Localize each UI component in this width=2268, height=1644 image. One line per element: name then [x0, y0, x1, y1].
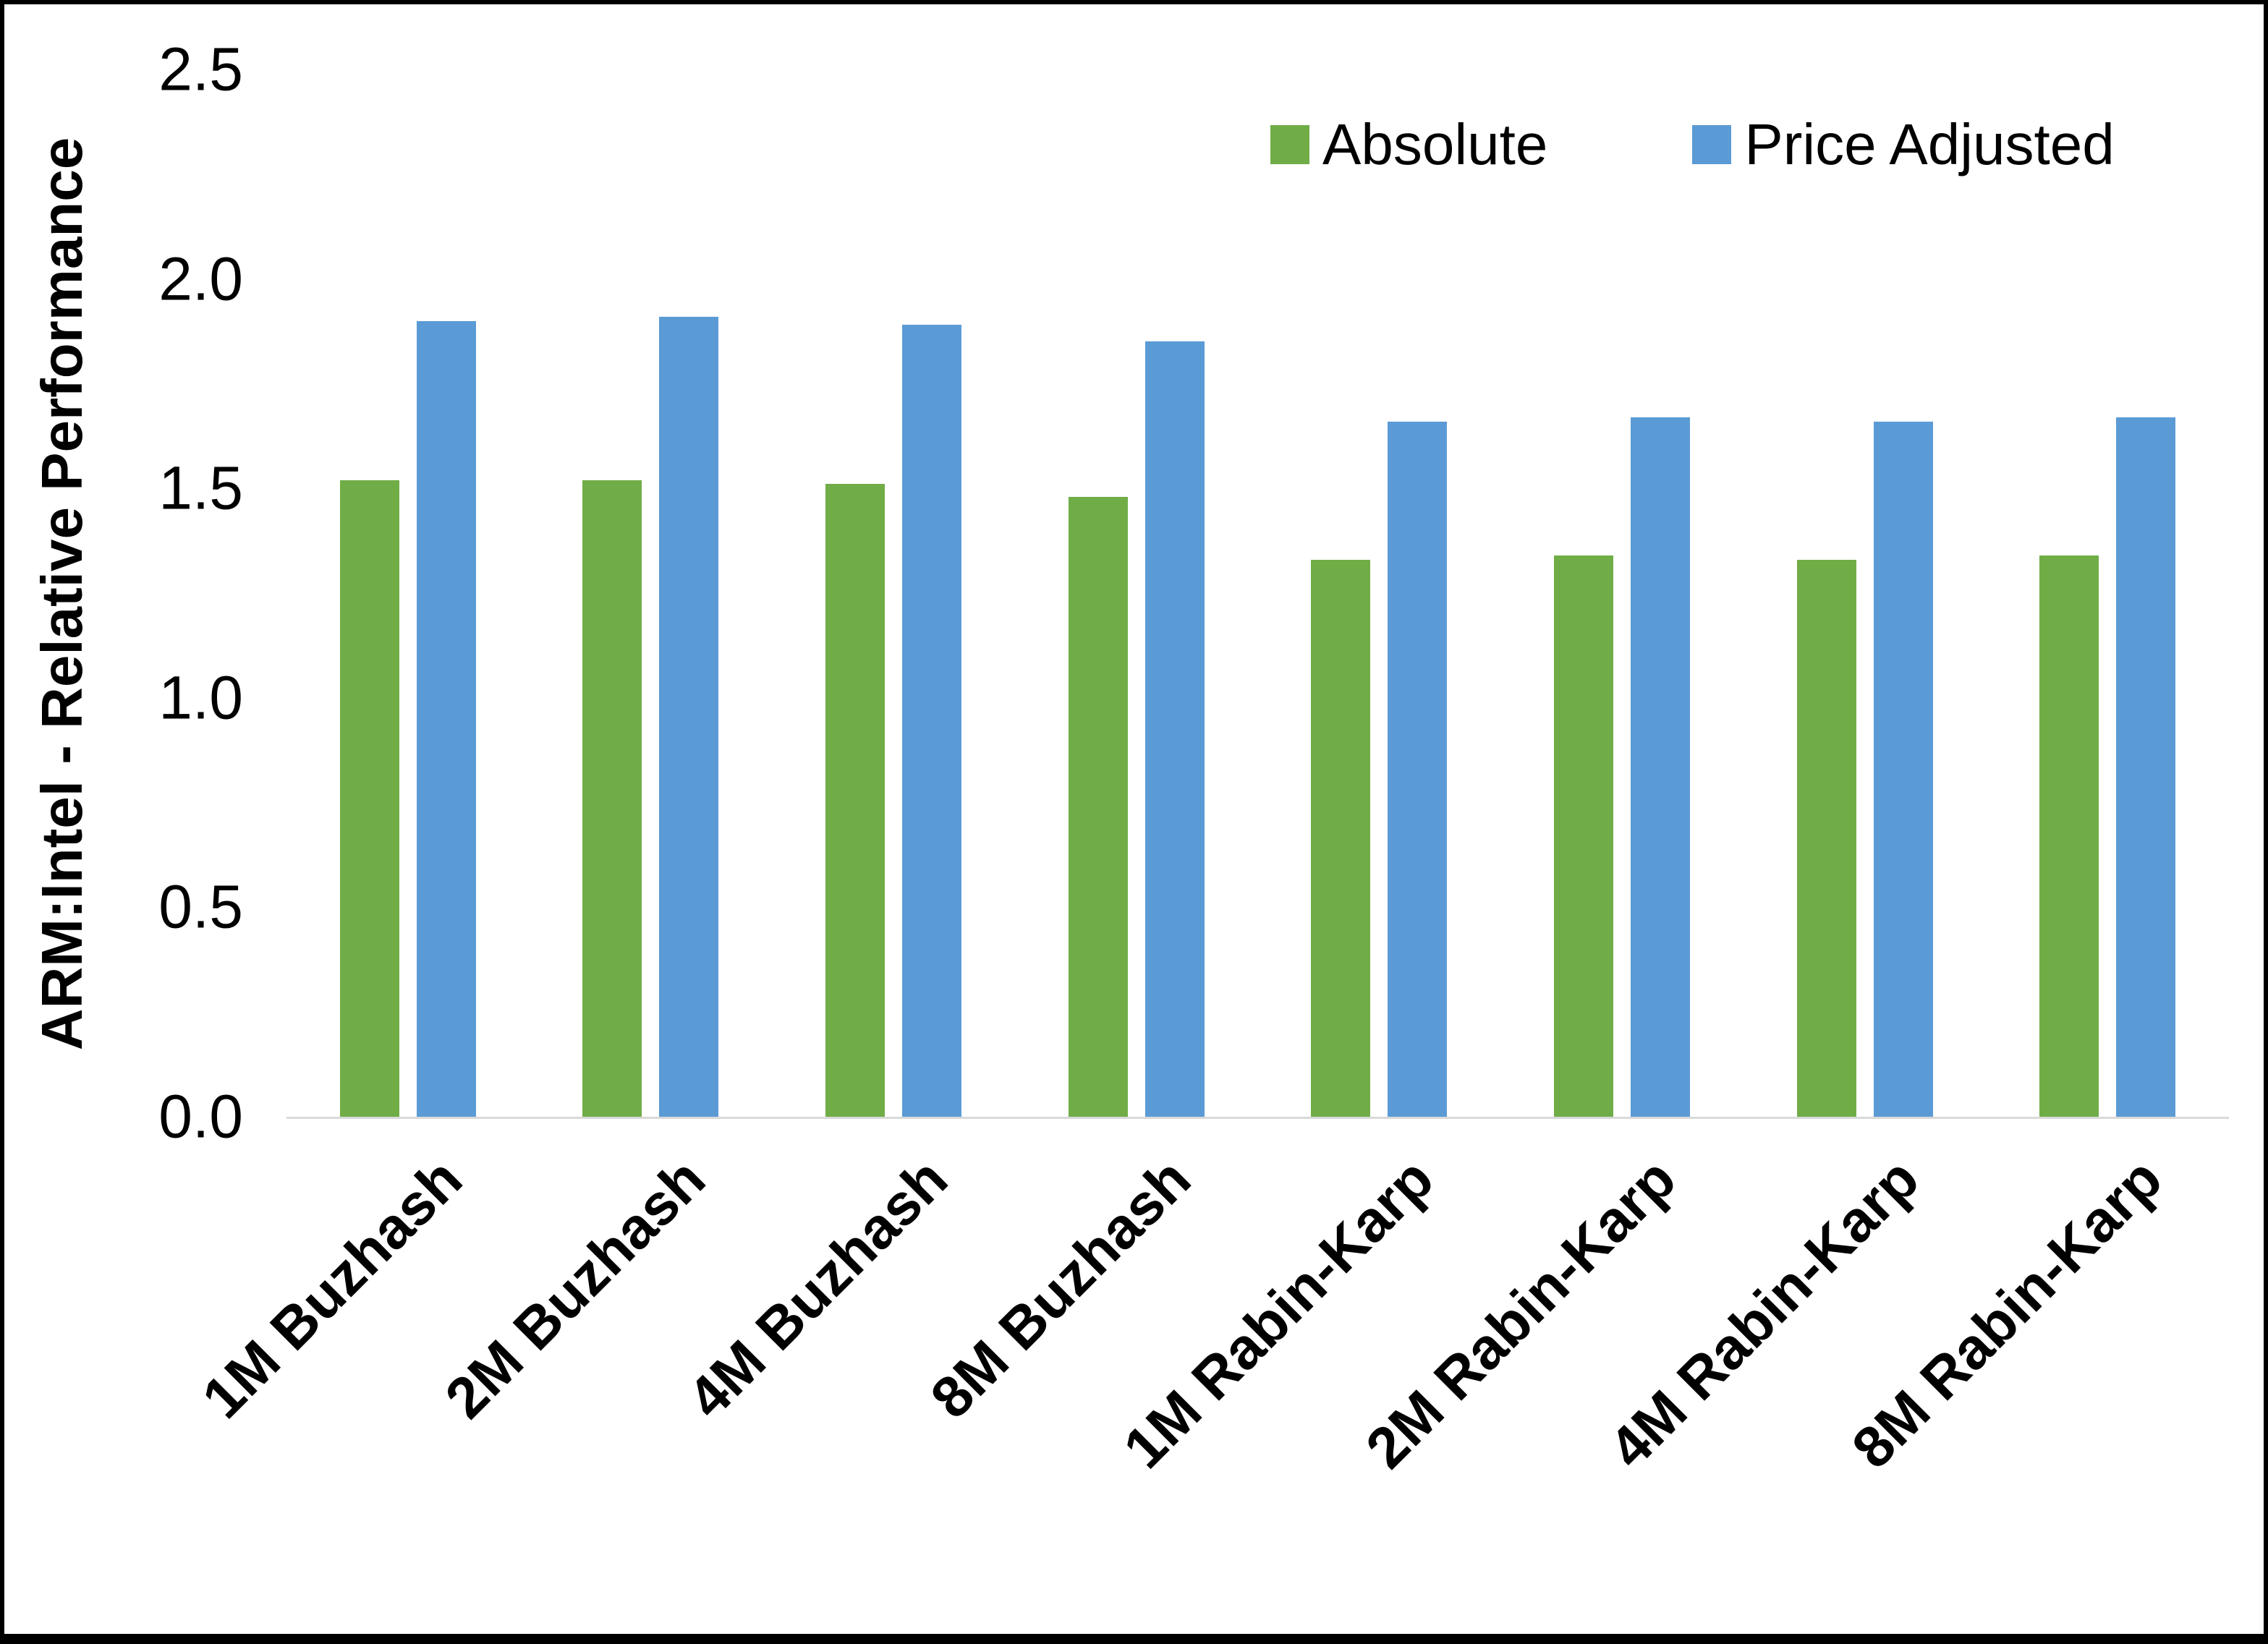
y-axis: 0.0 0.5 1.0 1.5 2.0 2.5	[4, 4, 243, 1634]
bar-group	[530, 69, 773, 1117]
x-axis-line	[286, 1117, 2229, 1119]
bar-group	[1015, 69, 1258, 1117]
bar-group	[1986, 69, 2229, 1117]
legend-label: Price Adjusted	[1744, 112, 2115, 176]
x-axis-label: 2M Buzhash	[433, 1146, 718, 1431]
legend-item-absolute: Absolute	[1270, 111, 1547, 178]
bar-group	[1744, 69, 1987, 1117]
x-axis-label: 8M Rabin-Karp	[1839, 1146, 2174, 1481]
x-axis-label: 2M Rabin-Karp	[1354, 1146, 1689, 1481]
x-axis-label: 4M Buzhash	[675, 1146, 960, 1431]
bar-group	[1258, 69, 1501, 1117]
bar-group	[286, 69, 530, 1117]
bar-absolute	[1796, 559, 1856, 1117]
bar-group	[1500, 69, 1744, 1117]
x-axis-label: 8M Buzhash	[918, 1146, 1203, 1431]
legend-swatch-price-adjusted	[1692, 125, 1732, 164]
y-axis-tick-label: 0.0	[158, 1082, 243, 1151]
y-axis-tick-label: 1.0	[158, 663, 243, 732]
legend-item-price-adjusted: Price Adjusted	[1692, 111, 2115, 178]
bar-price-adjusted	[1630, 417, 1690, 1117]
bar-absolute	[2039, 555, 2099, 1117]
bar-price-adjusted	[416, 320, 476, 1117]
legend: Absolute Price Adjusted	[1270, 111, 2115, 178]
legend-swatch-absolute	[1270, 125, 1309, 164]
y-axis-tick-label: 2.5	[158, 35, 243, 103]
plot-area	[286, 69, 2229, 1117]
bar-absolute	[1311, 559, 1371, 1117]
bar-price-adjusted	[902, 325, 962, 1117]
bar-absolute	[1068, 496, 1128, 1117]
bar-group	[772, 69, 1015, 1117]
bar-price-adjusted	[2116, 417, 2176, 1117]
legend-label: Absolute	[1322, 112, 1548, 176]
bar-price-adjusted	[1873, 421, 1933, 1117]
x-axis-label: 1M Rabin-Karp	[1110, 1146, 1445, 1481]
bar-price-adjusted	[1144, 341, 1205, 1117]
bar-price-adjusted	[659, 316, 719, 1117]
bar-absolute	[339, 480, 399, 1117]
x-axis-label: 4M Rabin-Karp	[1597, 1146, 1932, 1481]
y-axis-tick-label: 0.5	[158, 872, 243, 941]
bar-absolute	[582, 480, 642, 1117]
bar-price-adjusted	[1388, 421, 1448, 1117]
bar-absolute	[1553, 555, 1613, 1117]
bar-absolute	[825, 484, 885, 1117]
y-axis-tick-label: 2.0	[158, 244, 243, 313]
y-axis-tick-label: 1.5	[158, 453, 243, 522]
